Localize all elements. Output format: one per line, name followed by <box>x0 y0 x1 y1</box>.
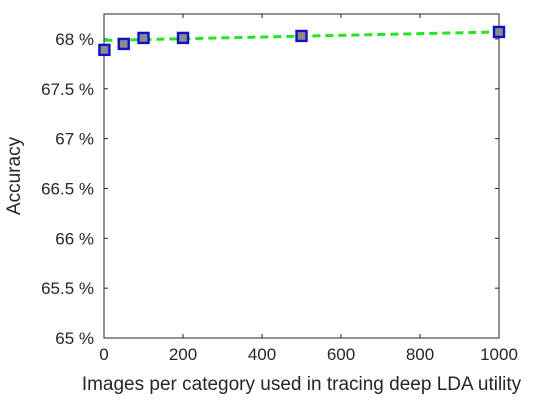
y-tick-label: 65 % <box>55 329 94 348</box>
plot-box <box>103 13 500 339</box>
y-tick-label: 65.5 % <box>41 279 94 298</box>
y-axis-label: Accuracy <box>4 136 25 215</box>
data-point <box>295 29 308 43</box>
x-tick-label: 800 <box>406 345 434 364</box>
data-point <box>176 31 190 45</box>
x-tick-label: 400 <box>248 345 276 364</box>
data-points <box>98 25 506 57</box>
y-tick-label: 66 % <box>55 229 94 248</box>
ticks: 0 200 400 600 800 1000 65 % 65.5 % 66 % 66.5 % 67 … <box>41 14 518 364</box>
x-tick-label: 1000 <box>480 345 518 364</box>
axes <box>103 13 500 339</box>
x-axis-label: Images per category used in tracing deep… <box>82 374 522 395</box>
y-tick-label: 67.5 % <box>41 80 94 99</box>
data-point <box>117 37 130 51</box>
x-tick-label: 0 <box>99 345 108 364</box>
y-tick-label: 67 % <box>55 130 94 149</box>
data-point <box>492 25 506 39</box>
y-tick-label: 68 % <box>55 30 94 49</box>
y-tick-label: 66.5 % <box>41 179 94 198</box>
x-tick-label: 200 <box>169 345 197 364</box>
data-point <box>98 43 111 57</box>
data-point <box>137 31 150 45</box>
x-tick-label: 600 <box>327 345 355 364</box>
